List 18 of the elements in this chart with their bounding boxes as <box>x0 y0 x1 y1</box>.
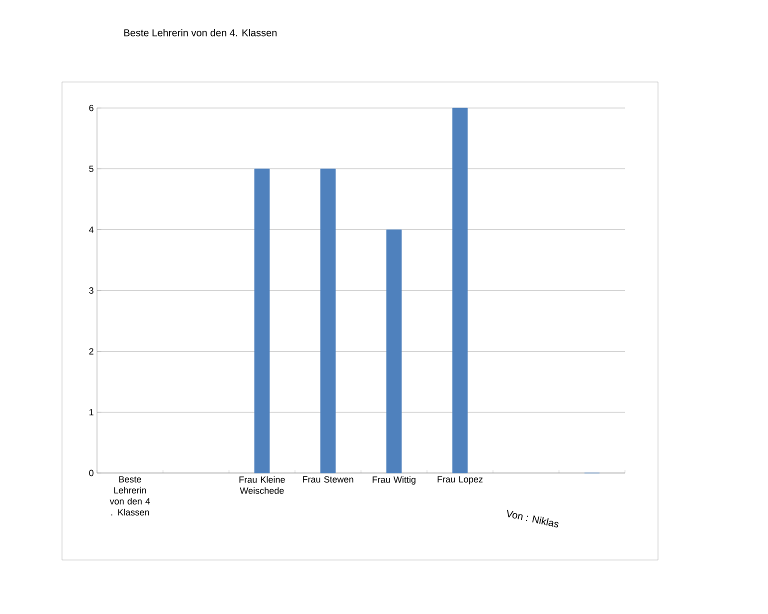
y-tick-label: 0 <box>89 470 94 476</box>
text: Von : Niklas <box>507 510 559 528</box>
x-tick-label: Frau Kleine Weischede <box>239 476 285 494</box>
chart-title: Beste Lehrerin von den 4. Klassen <box>124 28 277 36</box>
y-tick-label: 6 <box>89 104 94 112</box>
bar <box>254 168 270 474</box>
y-tick-label: 4 <box>89 226 94 233</box>
y-tick-label: 3 <box>89 287 94 294</box>
bar <box>386 229 402 474</box>
bar <box>452 108 468 474</box>
x-tick-label: Frau Wittig <box>372 476 416 485</box>
x-tick-label: Frau Lopez <box>438 476 483 484</box>
y-tick-label: 5 <box>89 166 94 172</box>
x-tick-label: Frau Stewen <box>302 476 354 483</box>
y-tick-label: 1 <box>89 409 94 416</box>
bar <box>320 168 336 474</box>
x-tick-label: Beste Lehrerin von den 4 . Klassen <box>110 476 150 516</box>
y-tick-label: 2 <box>89 348 94 354</box>
